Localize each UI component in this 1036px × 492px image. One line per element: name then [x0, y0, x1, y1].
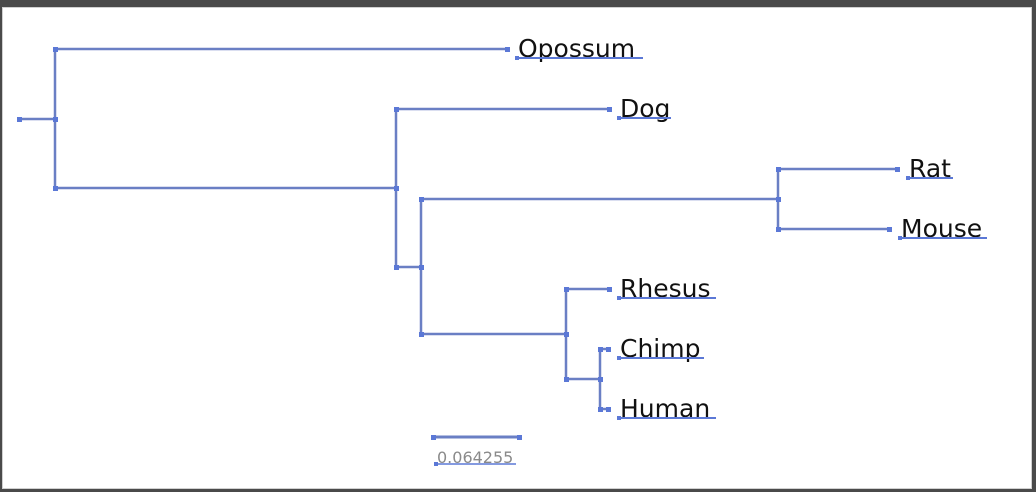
opossum-tip-node[interactable]	[505, 47, 510, 52]
human-label-anchor	[617, 416, 621, 420]
rodent-node[interactable]	[776, 197, 781, 202]
rat-label-anchor	[906, 176, 910, 180]
chimp-label-anchor	[617, 356, 621, 360]
hominini-start-node[interactable]	[564, 377, 569, 382]
phylogenetic-tree: Opossum Dog Rat Mouse Rhesus Chimp Human…	[17, 34, 987, 467]
opossum-start-node[interactable]	[53, 47, 58, 52]
mouse-start-node[interactable]	[776, 227, 781, 232]
hominini-node[interactable]	[598, 377, 603, 382]
mouse-label-anchor	[898, 236, 902, 240]
scale-label-anchor	[434, 462, 438, 466]
rat-start-node[interactable]	[776, 167, 781, 172]
opossum-label-anchor	[515, 56, 519, 60]
root-node[interactable]	[53, 117, 58, 122]
human-start-node[interactable]	[598, 407, 603, 412]
scale-bar-label: 0.064255	[437, 448, 513, 467]
rhesus-label-anchor	[617, 296, 621, 300]
rhesus-tip-node[interactable]	[607, 287, 612, 292]
dog-label-anchor	[617, 116, 621, 120]
placental-start-node[interactable]	[53, 186, 58, 191]
euarchontoglires-node[interactable]	[419, 265, 424, 270]
root-tip-node[interactable]	[17, 117, 22, 122]
placental-node[interactable]	[394, 186, 399, 191]
tree-canvas: Opossum Dog Rat Mouse Rhesus Chimp Human…	[2, 7, 1032, 489]
rat-tip-node[interactable]	[895, 167, 900, 172]
human-tip-node[interactable]	[606, 407, 611, 412]
dog-start-node[interactable]	[394, 107, 399, 112]
primate-start-node[interactable]	[419, 332, 424, 337]
rhesus-start-node[interactable]	[564, 287, 569, 292]
dog-tip-node[interactable]	[607, 107, 612, 112]
chimp-start-node[interactable]	[598, 347, 603, 352]
primate-node[interactable]	[564, 332, 569, 337]
chimp-tip-node[interactable]	[606, 347, 611, 352]
mouse-tip-node[interactable]	[887, 227, 892, 232]
node-markers	[17, 47, 900, 412]
scale-bar-left-node	[431, 435, 436, 440]
scale-bar-right-node	[517, 435, 522, 440]
euarchontoglires-start-node[interactable]	[394, 265, 399, 270]
rodent-start-node[interactable]	[419, 197, 424, 202]
